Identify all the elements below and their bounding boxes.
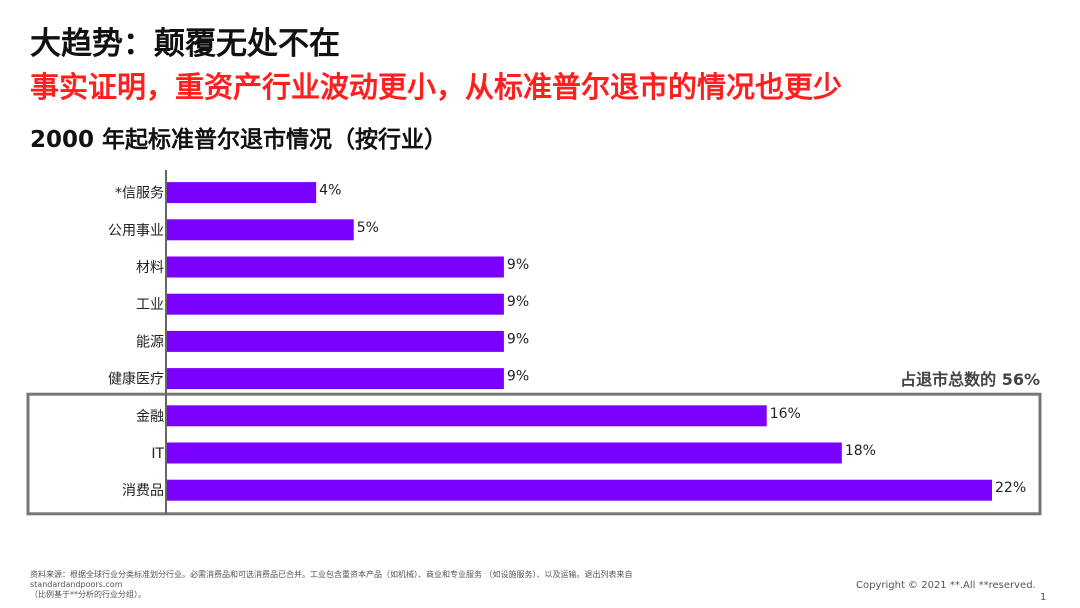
- bar-0: [166, 182, 317, 204]
- bar-1: [166, 219, 354, 241]
- value-label-4: 9%: [507, 331, 529, 347]
- value-label-6: 16%: [770, 406, 801, 422]
- bar-4: [166, 330, 504, 352]
- value-label-2: 9%: [507, 257, 529, 273]
- category-label-7: IT: [151, 446, 164, 462]
- category-label-8: 消费品: [122, 483, 164, 499]
- bar-7: [166, 442, 842, 464]
- highlight-box: [26, 392, 1042, 516]
- bar-6: [166, 405, 767, 427]
- category-label-0: *信服务: [115, 186, 164, 202]
- source-line-3: （比例基于**分析的行业分组）。: [30, 590, 146, 599]
- value-label-8: 22%: [995, 480, 1026, 496]
- bar-2: [166, 256, 504, 278]
- source-line-2: standardandpoors.com: [30, 580, 123, 589]
- value-label-0: 4%: [319, 183, 341, 199]
- source-note: 资料来源：根据全球行业分类标准划分行业。必需消费品和可选消费品已合并。工业包含重…: [30, 570, 750, 600]
- page-number: 1: [1040, 592, 1047, 603]
- category-label-5: 健康医疗: [108, 371, 164, 388]
- chart-title: 2000 年起标准普尔退市情况（按行业）: [30, 127, 448, 153]
- category-label-3: 工业: [136, 297, 164, 313]
- bar-5: [166, 368, 504, 390]
- category-label-2: 材料: [136, 260, 164, 276]
- value-label-5: 9%: [507, 369, 529, 385]
- page-subtitle: 事实证明，重资产行业波动更小，从标准普尔退市的情况也更少: [30, 70, 843, 104]
- copyright: Copyright © 2021 **.All **reserved.: [856, 580, 1036, 591]
- category-label-1: 公用事业: [108, 223, 164, 239]
- source-line-1: 资料来源：根据全球行业分类标准划分行业。必需消费品和可选消费品已合并。工业包含重…: [30, 570, 633, 579]
- bar-8: [166, 479, 992, 501]
- value-label-7: 18%: [845, 443, 876, 459]
- page-title: 大趋势：颠覆无处不在: [30, 26, 340, 62]
- bar-chart: 占退市总数的 56% *信服务 4% 公用事业 5% 材料 9% 工业 9% 能源 9% 健康医疗 9%…: [26, 170, 1042, 516]
- highlight-label: 占退市总数的 56%: [900, 370, 1040, 389]
- value-label-1: 5%: [357, 220, 379, 236]
- bar-3: [166, 293, 504, 315]
- value-label-3: 9%: [507, 294, 529, 310]
- category-label-4: 能源: [136, 334, 164, 350]
- category-label-6: 金融: [136, 409, 164, 425]
